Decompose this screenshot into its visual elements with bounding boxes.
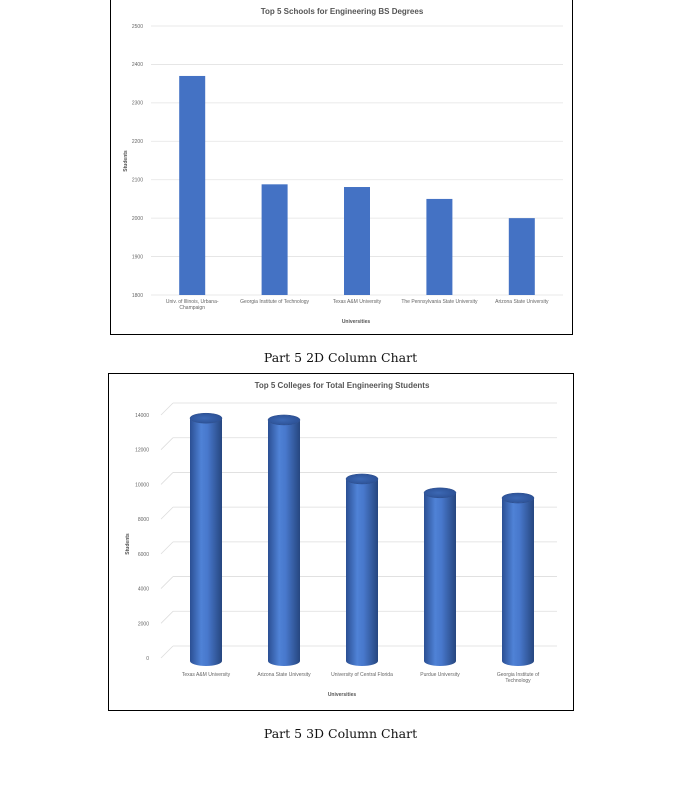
chart-3d-bar — [190, 418, 222, 666]
chart-3d-category-label: University of Central Florida — [331, 672, 393, 678]
chart-2d-category-label: Georgia Institute of Technology — [240, 299, 309, 305]
chart-3d-y-tick-label: 2000 — [138, 621, 149, 627]
chart-3d-category-label: Technology — [505, 678, 531, 684]
chart-2d-y-axis-label: Students — [123, 150, 129, 172]
chart-3d-gridline-side — [160, 472, 174, 485]
chart-2d-bar — [508, 218, 535, 295]
chart-2d-y-tick-label: 1800 — [132, 293, 143, 299]
chart-3d-y-tick-label: 0 — [146, 656, 149, 662]
chart-3d-bar-cap — [501, 492, 535, 504]
chart-3d-gridline-side — [160, 576, 174, 589]
chart-2d-caption: Part 5 2D Column Chart — [263, 350, 418, 365]
chart-2d-category-label: Univ. of Illinois, Urbana- — [166, 299, 219, 305]
chart-2d-category-label: Arizona State University — [495, 299, 549, 305]
chart-2d-y-tick-label: 2500 — [132, 24, 143, 30]
chart-3d-gridline-side — [160, 402, 174, 416]
chart-2d-y-tick-label: 2300 — [132, 101, 143, 107]
chart-2d-x-axis-label: Universities — [342, 319, 371, 325]
chart-2d-y-tick-label: 1900 — [132, 254, 143, 260]
chart-3d-y-tick-label: 14000 — [135, 413, 149, 419]
chart-3d-category-label: Texas A&M University — [182, 672, 231, 678]
chart-3d-bar-cap — [423, 487, 457, 499]
chart-3d-gridline-side — [160, 645, 174, 659]
column-chart-3d: Top 5 Colleges for Total Engineering Stu… — [108, 373, 574, 711]
chart-3d-y-tick-label: 12000 — [135, 448, 149, 454]
chart-3d-category-label: Georgia Institute of — [497, 672, 540, 678]
chart-2d-bar — [179, 75, 206, 295]
chart-2d-bar — [344, 187, 370, 295]
chart-3d-bar — [268, 419, 300, 666]
chart-3d-bar — [346, 478, 378, 666]
chart-3d-title: Top 5 Colleges for Total Engineering Stu… — [255, 381, 430, 390]
chart-2d-title: Top 5 Schools for Engineering BS Degrees — [261, 7, 424, 16]
chart-3d-bar-cap — [189, 412, 223, 424]
chart-2d-y-tick-label: 2200 — [132, 139, 143, 145]
chart-2d-category-label: Champaign — [179, 305, 205, 311]
chart-3d-svg: Top 5 Colleges for Total Engineering Stu… — [125, 381, 557, 698]
chart-2d-category-label: Texas A&M University — [333, 299, 382, 305]
chart-3d-gridline-side — [160, 506, 174, 520]
chart-3d-gridline-side — [160, 541, 174, 555]
chart-2d-y-tick-label: 2400 — [132, 62, 143, 68]
chart-2d-y-tick-label: 2100 — [132, 178, 143, 184]
chart-3d-category-label: Arizona State University — [257, 672, 311, 678]
column-chart-2d: Top 5 Schools for Engineering BS Degrees… — [110, 0, 573, 335]
chart-3d-bar-cap — [267, 414, 301, 426]
chart-3d-gridline-side — [160, 437, 174, 450]
chart-3d-gridline-side — [160, 611, 174, 624]
chart-3d-y-tick-label: 4000 — [138, 587, 149, 593]
chart-3d-bar-cap — [345, 473, 379, 485]
chart-3d-y-tick-label: 8000 — [138, 517, 149, 523]
chart-3d-category-label: Purdue University — [420, 672, 460, 678]
chart-2d-y-tick-label: 2000 — [132, 216, 143, 222]
chart-2d-bar — [426, 198, 453, 295]
chart-2d-bar — [261, 184, 288, 295]
chart-3d-y-axis-label: Students — [125, 533, 131, 555]
chart-3d-bar — [424, 492, 456, 666]
chart-3d-y-tick-label: 10000 — [135, 482, 149, 488]
chart-2d-svg: Top 5 Schools for Engineering BS Degrees… — [123, 7, 563, 325]
chart-3d-x-axis-label: Universities — [328, 692, 357, 698]
chart-3d-caption: Part 5 3D Column Chart — [263, 726, 418, 741]
chart-3d-y-tick-label: 6000 — [138, 552, 149, 558]
chart-2d-category-label: The Pennsylvania State University — [401, 299, 478, 305]
chart-3d-bar — [502, 498, 534, 666]
